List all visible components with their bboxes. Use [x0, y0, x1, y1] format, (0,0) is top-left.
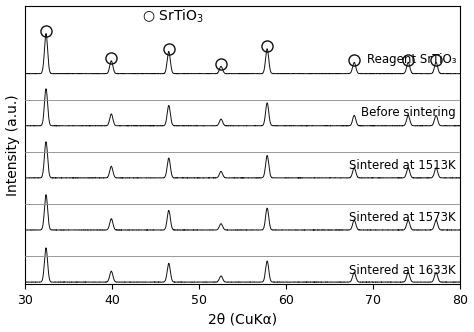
X-axis label: 2θ (CuKα): 2θ (CuKα): [208, 312, 277, 326]
Text: Sintered at 1513K: Sintered at 1513K: [349, 159, 456, 172]
Y-axis label: Intensity (a.u.): Intensity (a.u.): [6, 94, 19, 196]
Text: Before sintering: Before sintering: [361, 107, 456, 120]
Text: Sintered at 1573K: Sintered at 1573K: [349, 211, 456, 224]
Text: Reagent SrTiO₃: Reagent SrTiO₃: [366, 53, 456, 66]
Text: ○ SrTiO$_3$: ○ SrTiO$_3$: [142, 8, 204, 26]
Text: Sintered at 1633K: Sintered at 1633K: [349, 264, 456, 277]
